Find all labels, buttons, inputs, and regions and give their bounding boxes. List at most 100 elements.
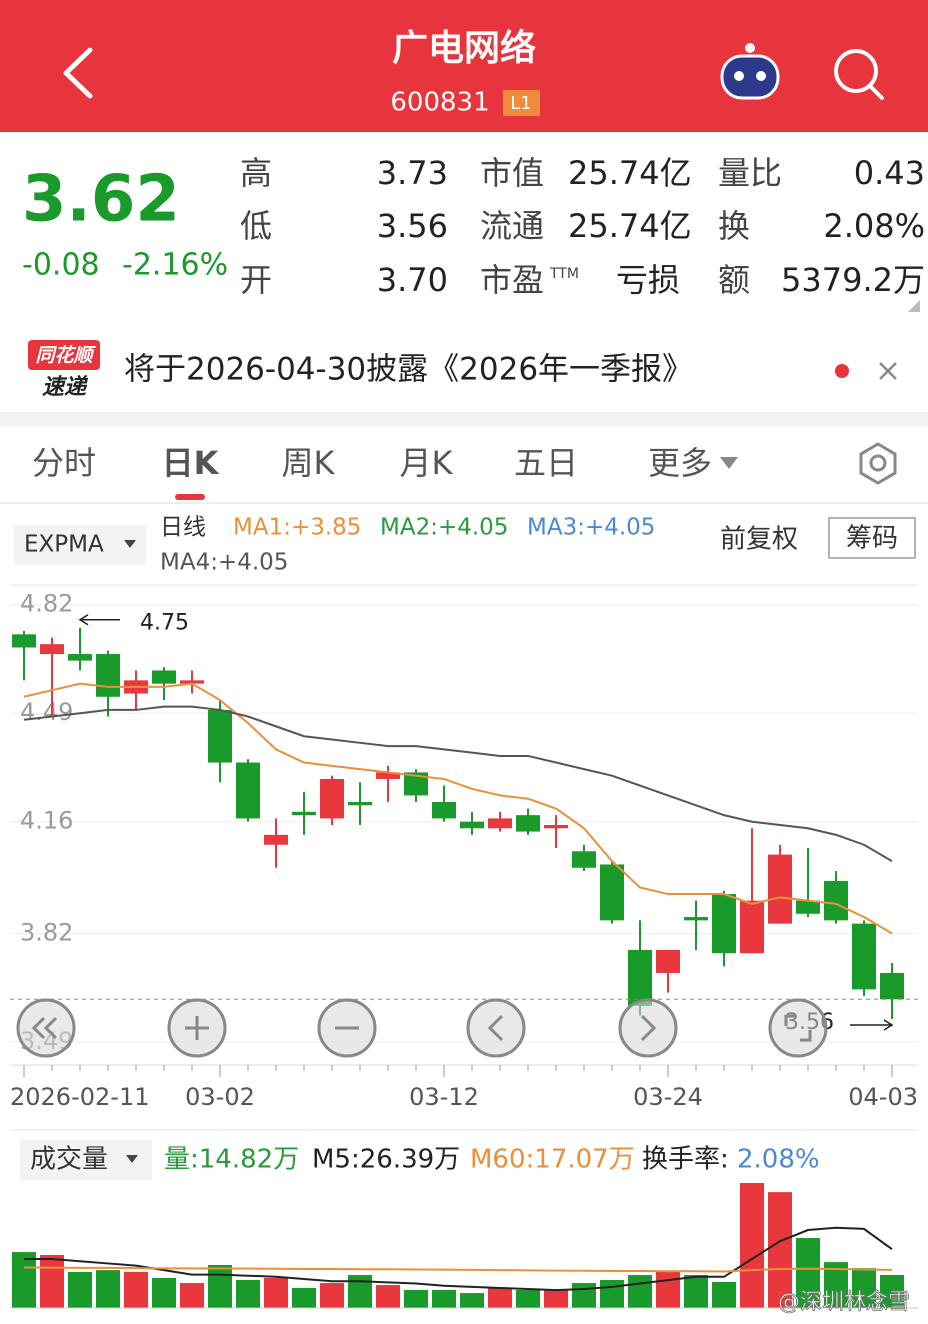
tab[interactable]: 日K [162, 444, 220, 482]
volume-bar [264, 1277, 288, 1308]
tab[interactable]: 五日 [514, 444, 578, 482]
candle-body [516, 815, 540, 832]
candle-body [292, 811, 316, 816]
tab[interactable]: 分时 [32, 444, 96, 482]
high-arrow [78, 614, 120, 626]
y-tick-label: 4.49 [20, 698, 73, 726]
field-label: 低 [240, 207, 272, 245]
volume-bar [320, 1283, 344, 1308]
candle-body [460, 821, 484, 829]
volume-ma-line [24, 1226, 893, 1292]
candle-body [432, 801, 456, 819]
turnover-value: 2.08% [737, 1145, 820, 1175]
search-button[interactable] [834, 49, 884, 100]
news-logo-bottom: 速递 [42, 374, 89, 400]
fullscreen-button[interactable] [768, 998, 828, 1058]
tab[interactable]: 周K [282, 444, 336, 482]
assistant-button[interactable] [720, 43, 780, 100]
volume-bar [96, 1270, 120, 1308]
news-logo-bg [28, 340, 100, 370]
low-arrow [850, 1019, 894, 1031]
candle-body [544, 825, 568, 829]
candle-body [880, 972, 904, 1000]
candle-body [40, 644, 64, 655]
volume-label: 量:14.82万 [164, 1145, 299, 1175]
volume-bar [488, 1287, 512, 1308]
field-label-sup: TTM [549, 266, 579, 282]
expand-corner[interactable] [908, 300, 920, 312]
candle-body [600, 864, 624, 921]
chip-button[interactable] [828, 517, 916, 559]
candle-body [404, 772, 428, 796]
high-label: 4.75 [140, 611, 189, 636]
ma-line [23, 705, 893, 863]
legend-ma3: MA3:+4.05 [527, 515, 655, 541]
indicator-name: EXPMA [24, 532, 104, 558]
volume-bar [740, 1183, 764, 1308]
volume-bar [348, 1275, 372, 1308]
chart-controls [16, 998, 828, 1058]
volume-bar [180, 1283, 204, 1308]
volume-bar [600, 1279, 624, 1308]
more-arrow [720, 457, 738, 469]
volume-arrow [126, 1155, 138, 1163]
field-value: 25.74亿 [568, 207, 692, 245]
field-label: 换 [718, 207, 750, 245]
volume-bar [404, 1289, 428, 1308]
volume-bar [880, 1274, 904, 1308]
x-tick-label: 03-24 [633, 1083, 703, 1111]
right-button[interactable] [618, 998, 678, 1058]
field-label: 开 [240, 261, 272, 299]
indicator-arrow [124, 540, 136, 548]
volume-bar [12, 1252, 36, 1308]
legend-ma4: MA4:+4.05 [160, 550, 288, 576]
separator [0, 412, 928, 426]
volume-bar [516, 1289, 540, 1308]
candle-body [712, 894, 736, 954]
settings-button[interactable] [859, 442, 897, 485]
x-tick-label: 2026-02-11 [10, 1083, 149, 1111]
quote-grid: 高 3.73 市值 25.74亿 量比 0.43 低 3.56 流通 25.74亿换 2.08% 开 3… [240, 154, 925, 299]
level-badge-text: L1 [510, 93, 531, 114]
tab-bar: 分时 日K 周K 月K 五日 更多 [32, 444, 712, 500]
left-button[interactable] [466, 998, 526, 1058]
candlestick-chart: 4.824.494.163.823.492026-02-1103-0203-12… [10, 590, 918, 1111]
volume-bar [684, 1275, 708, 1308]
x-tick-label: 03-12 [409, 1083, 479, 1111]
stock-code: 600831 [390, 88, 489, 118]
candle-body [348, 801, 372, 806]
news-text[interactable]: 将于2026-04-30披露《2026年一季报》 [124, 352, 693, 388]
price-change-pct: -2.16% [122, 248, 228, 283]
candle-body [628, 949, 652, 1006]
indicator-select[interactable] [14, 525, 146, 565]
back-button[interactable] [63, 47, 93, 99]
candle-body [376, 772, 400, 779]
volume-bar [656, 1271, 680, 1308]
y-tick-label: 4.16 [20, 807, 73, 835]
volume-bar [152, 1277, 176, 1308]
close-news[interactable] [879, 362, 897, 380]
turnover-label: 换手率: [642, 1145, 729, 1175]
candle-body [824, 880, 848, 921]
news-logo-top: 同花顺 [35, 345, 96, 367]
field-value: 5379.2万 [781, 261, 925, 299]
x-tick-label: 03-02 [185, 1083, 255, 1111]
field-value: 亏损 [616, 261, 680, 299]
period: 日线 [160, 515, 206, 541]
volume-bar [208, 1264, 232, 1308]
volume-bar [628, 1275, 652, 1308]
volume-bar [124, 1271, 148, 1308]
volume-bar [712, 1281, 736, 1308]
candle-body [12, 634, 36, 648]
volume-bar [432, 1289, 456, 1308]
tab[interactable]: 更多 [648, 444, 712, 482]
field-value: 25.74亿 [568, 154, 692, 192]
candle-body [208, 709, 232, 763]
tab[interactable]: 月K [400, 444, 454, 482]
volume-bar [852, 1268, 876, 1308]
adjust-mode[interactable]: 前复权 [720, 525, 798, 555]
candle-body [572, 851, 596, 868]
y-tick-label: 4.82 [20, 590, 73, 618]
candle-body [96, 654, 120, 697]
